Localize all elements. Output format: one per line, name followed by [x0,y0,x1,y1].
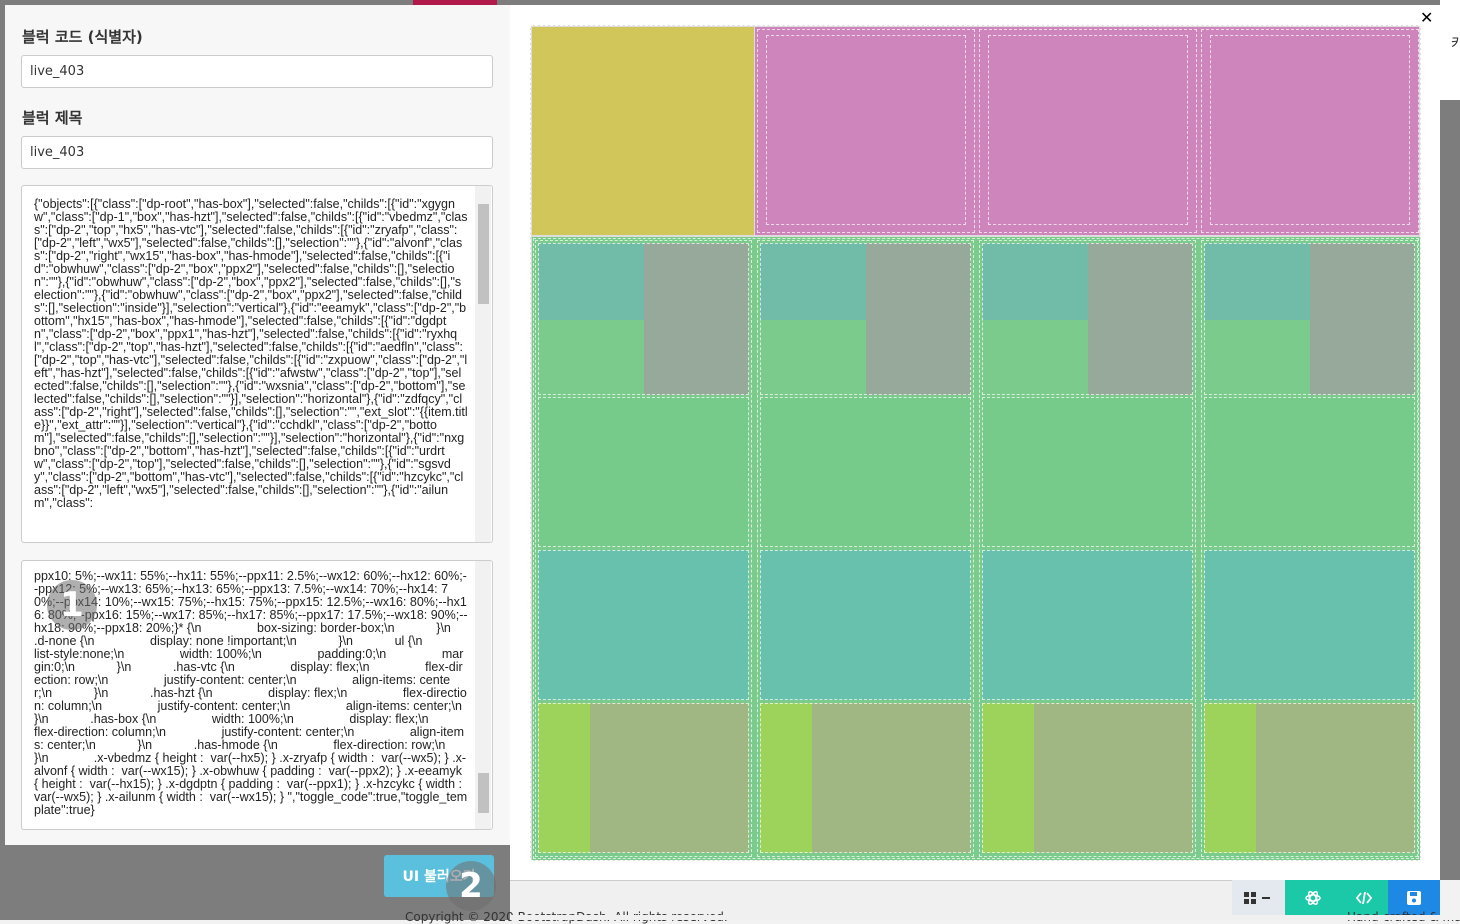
layout-block [760,243,866,320]
icon [1304,890,1321,905]
layout-block [538,320,644,395]
block-outline [760,550,971,700]
json-text: {"objects":[{"class":["dp-root","has-box… [34,197,468,510]
layout-block [644,243,749,395]
layout-block [1204,550,1415,700]
react-button[interactable] [1285,880,1340,915]
layout-block [812,703,971,853]
block-outline [1201,240,1418,857]
layout-block [1204,243,1310,320]
layout-block [1204,397,1415,547]
block-outline [982,550,1193,700]
layout-block [538,243,644,320]
layout-block [982,703,1034,853]
title-input[interactable]: live_403 [21,136,493,169]
layout-block [760,550,971,700]
scroll-thumb [478,204,489,304]
block-outline [1210,35,1410,225]
block-outline [982,243,1193,395]
block-outline [538,243,749,395]
block-outline [760,703,971,853]
block-outline [1204,703,1415,853]
layout-block [1088,243,1193,395]
block-outline [535,240,752,857]
block-outline [1204,550,1415,700]
icon [1407,890,1421,905]
block-outline [979,240,1196,857]
layout-block [755,27,1419,235]
layout-block [866,243,971,395]
layout-block [760,397,971,547]
block-outline [1204,397,1415,547]
code-input[interactable]: live_403 [21,55,493,88]
layout-block [538,703,590,853]
json-textarea[interactable]: {"objects":[{"class":["dp-root","has-box… [21,185,493,543]
block-outline [538,550,749,700]
layout-block [538,550,749,700]
scroll-thumb [478,773,489,813]
layout-block [1310,243,1415,395]
step-badge: 1 [47,580,97,630]
layout-block [1204,320,1310,395]
block-outline [757,29,975,233]
background-fragment [413,0,497,5]
css-textarea[interactable]: ppx10: 5%;--wx11: 55%;--hx11: 55%;--ppx1… [21,560,493,830]
block-outline [1201,29,1419,233]
block-outline [533,238,1419,859]
block-outline [760,397,971,547]
layout-block [1034,703,1193,853]
layout-block [982,397,1193,547]
layout-button[interactable] [1232,880,1285,915]
edge-mask [1440,880,1460,920]
block-outline [979,29,1197,233]
layout-block [1256,703,1415,853]
icon [1356,891,1372,904]
block-outline [760,243,971,395]
icon [1243,891,1270,904]
scrollbar [475,561,491,829]
layout-block [1204,703,1256,853]
layout-block [982,243,1088,320]
css-text: ppx10: 5%;--wx11: 55%;--hx11: 55%;--ppx1… [34,569,468,817]
background-page [1440,0,1460,100]
code-button[interactable] [1340,880,1388,915]
layout-block [982,550,1193,700]
block-outline [538,397,749,547]
layout-block [532,27,754,235]
field-label: 블럭 제목 [22,109,83,127]
edge-text: 카 [1451,36,1460,52]
block-outline [988,35,1188,225]
field-label: 블럭 코드 (식별자) [22,28,143,46]
block-outline [766,35,966,225]
block-outline [982,703,1193,853]
block-outline [982,397,1193,547]
scrollbar [475,186,491,542]
step-badge: 2 [446,861,496,911]
block-outline [538,703,749,853]
save-button[interactable] [1388,880,1440,915]
layout-block [760,703,812,853]
layout-block [538,397,749,547]
toolbar-edge [510,915,1440,920]
layout-block [982,320,1088,395]
block-outline [1204,243,1415,395]
layout-block [760,320,866,395]
layout-block [590,703,749,853]
close-button[interactable]: ✕ [1420,8,1434,27]
block-outline [757,240,974,857]
